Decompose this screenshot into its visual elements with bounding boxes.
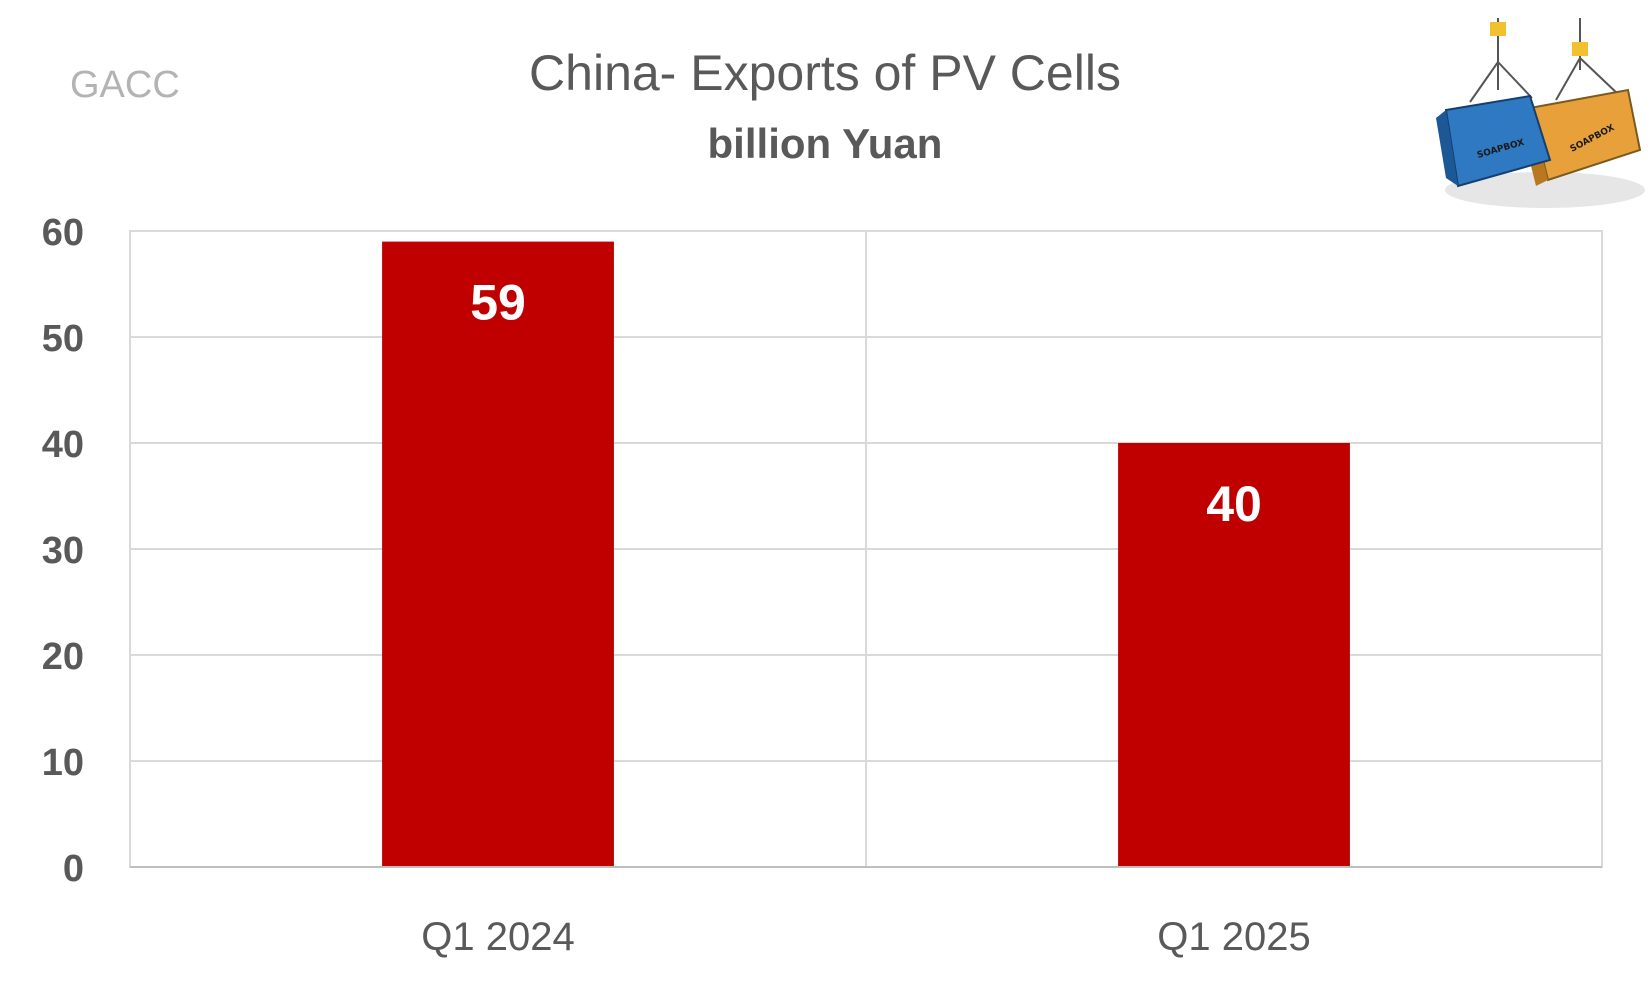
x-tick-label: Q1 2024 (421, 915, 574, 959)
chart-title: China- Exports of PV Cells (529, 45, 1121, 101)
bar-q1-2024 (382, 241, 614, 868)
plot-area: 0 10 20 30 40 50 60 59 Q1 2024 40 Q1 2025 (42, 212, 1603, 959)
y-tick-label: 20 (42, 636, 84, 678)
source-label: GACC (70, 64, 180, 106)
hook-left (1490, 22, 1506, 36)
bar-q1-2025 (1118, 443, 1350, 867)
data-label: 59 (470, 275, 526, 331)
blue-container-side (1436, 110, 1458, 186)
y-tick-label: 0 (63, 848, 84, 890)
sling-left-a (1469, 61, 1499, 103)
shipping-containers-logo: SOAPBOX SOAPBOX (1436, 18, 1645, 208)
orange-container (1528, 88, 1642, 182)
data-label: 40 (1206, 476, 1262, 532)
sling-left-b (1497, 61, 1533, 99)
y-tick-label: 40 (42, 424, 84, 466)
logo-shadow (1445, 172, 1645, 208)
x-tick-label: Q1 2025 (1157, 915, 1310, 959)
hook-right (1572, 42, 1588, 56)
y-tick-label: 50 (42, 318, 84, 360)
y-tick-label: 60 (42, 212, 84, 254)
chart-subtitle: billion Yuan (708, 120, 943, 167)
sling-right-b (1579, 57, 1621, 97)
y-tick-label: 10 (42, 742, 84, 784)
sling-right-a (1555, 57, 1581, 101)
y-tick-label: 30 (42, 530, 84, 572)
